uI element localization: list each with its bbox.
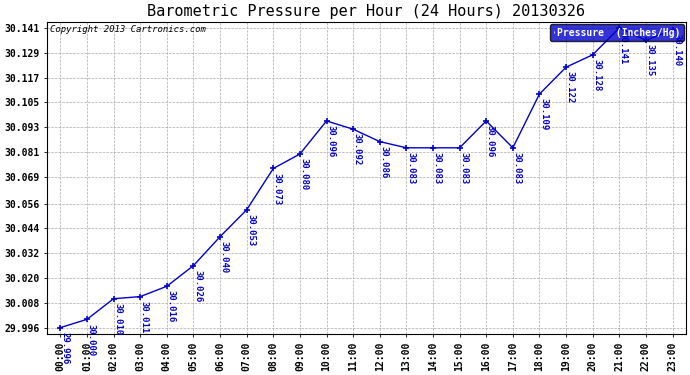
- Text: 30.026: 30.026: [193, 270, 202, 302]
- Legend: Pressure  (Inches/Hg): Pressure (Inches/Hg): [550, 24, 684, 42]
- Text: 30.016: 30.016: [166, 291, 175, 323]
- Text: 29.996: 29.996: [60, 332, 69, 364]
- Text: 30.092: 30.092: [353, 134, 362, 166]
- Text: 30.141: 30.141: [619, 32, 628, 64]
- Text: 30.086: 30.086: [380, 146, 388, 178]
- Text: 30.000: 30.000: [87, 324, 96, 356]
- Text: 30.053: 30.053: [246, 214, 255, 246]
- Text: 30.083: 30.083: [513, 152, 522, 184]
- Text: 30.109: 30.109: [539, 98, 548, 130]
- Text: 30.080: 30.080: [299, 158, 308, 190]
- Text: 30.128: 30.128: [592, 59, 602, 91]
- Text: 30.096: 30.096: [486, 125, 495, 158]
- Text: 30.010: 30.010: [113, 303, 122, 335]
- Text: 30.083: 30.083: [460, 152, 469, 184]
- Text: 30.011: 30.011: [140, 301, 149, 333]
- Text: 30.096: 30.096: [326, 125, 335, 158]
- Text: 30.040: 30.040: [219, 241, 228, 273]
- Text: 30.135: 30.135: [646, 45, 655, 77]
- Text: 30.122: 30.122: [566, 71, 575, 104]
- Text: 30.083: 30.083: [406, 152, 415, 184]
- Text: 30.083: 30.083: [433, 152, 442, 184]
- Text: Copyright 2013 Cartronics.com: Copyright 2013 Cartronics.com: [50, 25, 206, 34]
- Title: Barometric Pressure per Hour (24 Hours) 20130326: Barometric Pressure per Hour (24 Hours) …: [148, 4, 585, 19]
- Text: 30.140: 30.140: [672, 34, 681, 66]
- Text: 30.073: 30.073: [273, 172, 282, 205]
